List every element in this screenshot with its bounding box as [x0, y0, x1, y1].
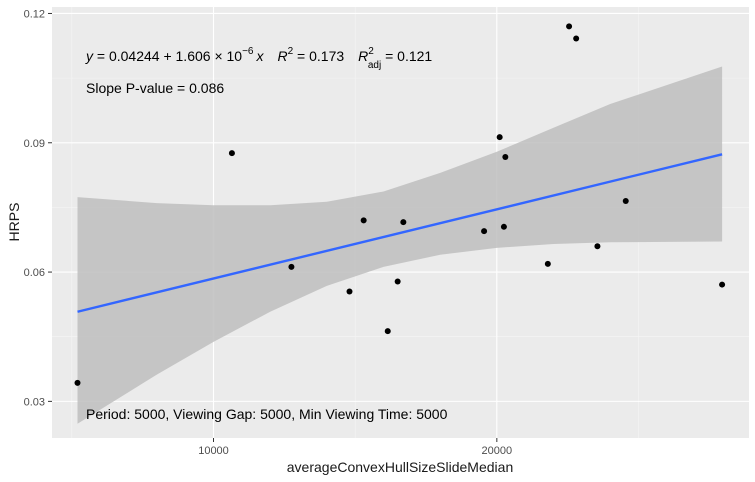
y-tick-label: 0.12 — [24, 8, 45, 20]
data-point — [288, 263, 295, 270]
y-axis-title: HRPS — [6, 203, 22, 242]
data-point — [573, 35, 580, 42]
y-tick-label: 0.09 — [24, 138, 45, 150]
data-point — [544, 260, 551, 267]
regression-equation: y = 0.04244 + 1.606 × 10−6 x R2 = 0.173 R2 a… — [85, 46, 432, 71]
data-point — [384, 328, 391, 335]
data-point — [500, 223, 507, 230]
axis-ticks — [48, 12, 498, 442]
data-point — [400, 219, 407, 226]
period-settings-label: Period: 5000, Viewing Gap: 5000, Min Vie… — [86, 406, 448, 422]
data-point — [481, 228, 488, 235]
data-point — [594, 243, 601, 250]
data-point — [566, 23, 573, 30]
confidence-band — [77, 66, 723, 424]
y-tick-label: 0.03 — [24, 396, 45, 408]
data-point — [360, 217, 367, 224]
x-tick-label: 20000 — [482, 445, 513, 457]
data-point — [346, 288, 353, 295]
data-point — [502, 153, 509, 160]
x-tick-label: 10000 — [198, 445, 229, 457]
regression-line — [77, 153, 723, 313]
data-point — [622, 197, 629, 204]
y-tick-label: 0.06 — [24, 267, 45, 279]
data-point — [74, 379, 81, 386]
data-point — [228, 150, 235, 157]
data-point — [496, 134, 503, 141]
axis-tick-labels: 10000 20000 0.03 0.06 0.09 0.12 — [24, 8, 513, 457]
slope-p-value: Slope P-value = 0.086 — [86, 80, 224, 96]
data-point — [719, 281, 726, 288]
x-axis-title: averageConvexHullSizeSlideMedian — [287, 459, 513, 475]
data-points — [74, 23, 726, 386]
data-point — [394, 278, 401, 285]
